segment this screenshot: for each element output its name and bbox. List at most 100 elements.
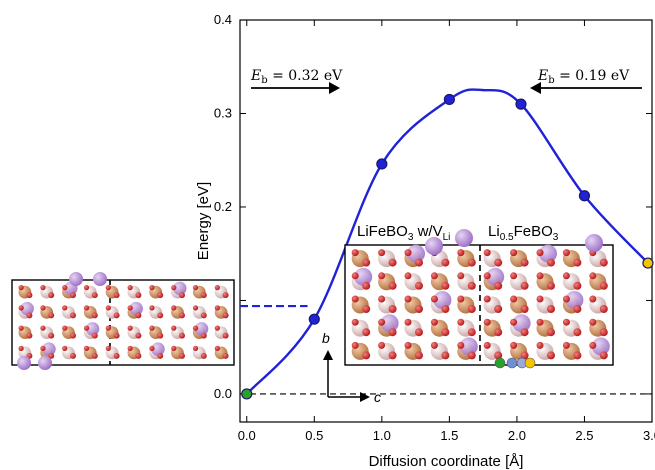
o-atom	[62, 305, 68, 311]
o-atom	[62, 345, 68, 351]
o-atom	[26, 292, 33, 299]
right-arrow-head	[329, 82, 340, 94]
o-atom	[171, 345, 177, 351]
li-atom	[173, 281, 187, 296]
o-atom	[40, 305, 46, 311]
o-atom	[105, 305, 111, 311]
o-atom	[599, 258, 608, 267]
data-point	[376, 158, 388, 170]
o-atom	[157, 292, 164, 299]
o-atom	[48, 352, 55, 359]
o-atom	[520, 328, 529, 337]
phase-label-left: LiFeBO3 w/VLi	[357, 223, 450, 243]
left-barrier-symbol: E	[250, 68, 261, 84]
o-atom	[441, 351, 450, 360]
li-atom	[354, 267, 373, 286]
o-atom	[415, 351, 423, 360]
data-point	[515, 98, 527, 110]
o-atom	[494, 305, 503, 313]
x-tick-label: 1.5	[440, 428, 458, 443]
o-atom	[494, 258, 503, 267]
o-atom	[351, 249, 359, 257]
o-atom	[562, 318, 570, 326]
o-atom	[40, 285, 46, 291]
o-atom	[362, 281, 371, 290]
o-atom	[83, 345, 90, 351]
o-atom	[404, 249, 412, 257]
li-atom	[194, 322, 209, 336]
o-atom	[214, 345, 220, 351]
x-tick-label: 2.5	[575, 428, 593, 443]
migration-path-atom	[524, 357, 536, 369]
o-atom	[404, 272, 412, 280]
o-atom	[388, 351, 397, 360]
x-axis-label: Diffusion coordinate [Å]	[369, 453, 524, 470]
li-atom	[425, 237, 443, 255]
o-atom	[562, 341, 570, 349]
o-atom	[179, 332, 185, 339]
o-atom	[483, 272, 491, 280]
o-atom	[62, 325, 68, 331]
o-atom	[351, 295, 359, 303]
svg-text:Eb = 0.32 eV: Eb = 0.32 eV	[250, 68, 343, 86]
o-atom	[48, 332, 55, 339]
o-atom	[378, 249, 386, 257]
o-atom	[149, 345, 155, 351]
o-atom	[483, 295, 491, 303]
o-atom	[91, 292, 98, 299]
o-atom	[351, 272, 359, 280]
o-atom	[127, 325, 133, 331]
o-atom	[510, 295, 518, 303]
o-atom	[105, 325, 111, 331]
o-atom	[83, 325, 90, 331]
x-tick-label: 0.0	[238, 428, 256, 443]
plot-frame	[239, 19, 653, 423]
li-atom	[433, 291, 452, 309]
o-atom	[113, 352, 120, 359]
o-atom	[362, 258, 371, 267]
li-atom	[17, 356, 31, 370]
o-atom	[135, 312, 142, 319]
li-atom	[93, 272, 107, 286]
o-atom	[362, 305, 371, 313]
o-atom	[415, 258, 423, 267]
li-atom	[129, 301, 143, 316]
o-atom	[149, 305, 155, 311]
o-atom	[40, 345, 46, 351]
o-atom	[378, 272, 386, 280]
o-atom	[222, 352, 229, 359]
o-atom	[520, 351, 529, 360]
o-atom	[388, 305, 397, 313]
o-atom	[70, 292, 76, 299]
lattice-axes: b c	[322, 330, 381, 405]
o-atom	[599, 305, 608, 313]
data-point	[642, 257, 654, 269]
li-atom	[486, 267, 505, 286]
b-axis-arrowhead	[323, 350, 333, 360]
o-atom	[573, 328, 582, 337]
o-atom	[494, 328, 503, 337]
o-atom	[171, 325, 177, 331]
o-atom	[149, 325, 155, 331]
o-atom	[70, 352, 76, 359]
o-atom	[388, 281, 397, 290]
o-atom	[378, 341, 386, 349]
o-atom	[157, 312, 164, 319]
phase-label-right: Li0.5FeBO3	[488, 223, 559, 243]
right-barrier-value: = 0.19 eV	[555, 68, 631, 84]
o-atom	[536, 295, 544, 303]
o-atom	[135, 292, 142, 299]
o-atom	[192, 325, 199, 331]
o-atom	[520, 281, 529, 290]
o-atom	[520, 258, 529, 267]
o-atom	[536, 249, 544, 257]
o-atom	[179, 312, 185, 319]
o-atom	[573, 258, 582, 267]
y-tick-label: 0.3	[214, 105, 232, 120]
o-atom	[467, 305, 476, 313]
o-atom	[171, 305, 177, 311]
x-tick-label: 2.0	[508, 428, 526, 443]
o-atom	[510, 341, 518, 349]
o-atom	[200, 292, 207, 299]
